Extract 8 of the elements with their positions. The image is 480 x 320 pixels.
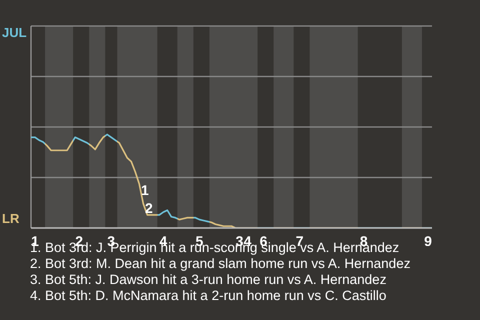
text: LR [2,211,20,226]
text: 3. Bot 5th: J. Dawson hit a 3-run home run vs A. Hernandez [30,272,388,288]
text: JUL [2,25,27,40]
x-tick-label: 9 [424,232,432,249]
text: 2. Bot 3rd: M. Dean hit a grand slam home run vs A. Hernandez [30,256,410,272]
text: 4. Bot 5th: D. McNamara hit a 2-run home run vs C. Castillo [30,288,388,304]
annotation: 1 [141,182,149,198]
annotation: 2 [145,200,153,216]
